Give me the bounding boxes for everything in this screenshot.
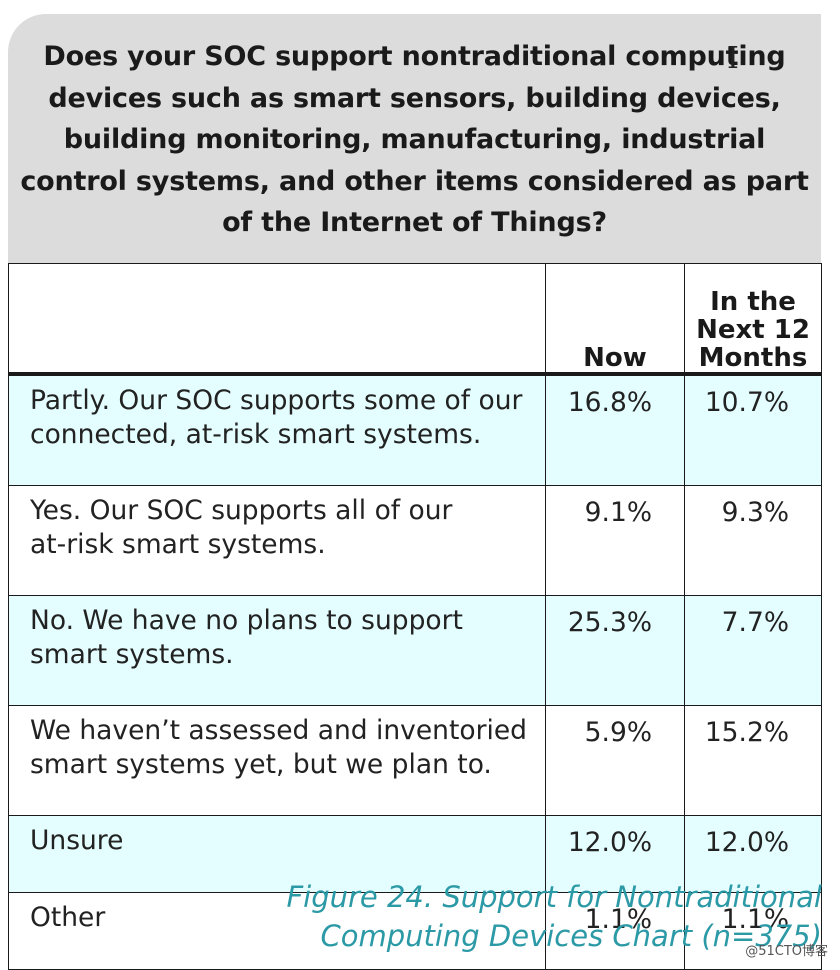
row-label: No. We have no plans to support smart sy…: [8, 595, 546, 706]
header-empty-cell: [8, 263, 546, 375]
row-label: Yes. Our SOC supports all of our at-risk…: [8, 485, 546, 596]
table-row: Partly. Our SOC supports some of our con…: [8, 372, 822, 486]
row-label: Partly. Our SOC supports some of our con…: [8, 372, 546, 486]
table-row: No. We have no plans to support smart sy…: [8, 595, 822, 706]
row-value-next: 15.2%: [684, 705, 822, 816]
header-now: Now: [545, 263, 685, 375]
row-value-now: 25.3%: [545, 595, 685, 706]
table-row: Unsure 12.0% 12.0%: [8, 815, 822, 893]
question-header: Does your SOC support nontraditional com…: [8, 14, 821, 263]
text-cursor-icon: I: [727, 41, 739, 76]
question-title: Does your SOC support nontraditional com…: [20, 41, 809, 238]
row-label: Unsure: [8, 815, 546, 893]
header-next-12-months: In the Next 12 Months: [684, 263, 822, 375]
row-label: Other: [8, 892, 546, 970]
table-row: Yes. Our SOC supports all of our at-risk…: [8, 485, 822, 596]
watermark: @51CTO博客: [745, 944, 828, 959]
row-value-next: 10.7%: [684, 372, 822, 486]
row-value-now: 9.1%: [545, 485, 685, 596]
row-label: We haven’t assessed and inventoried smar…: [8, 705, 546, 816]
table-header-row: Now In the Next 12 Months: [8, 263, 822, 375]
row-value-next: 7.7%: [684, 595, 822, 706]
table-row: We haven’t assessed and inventoried smar…: [8, 705, 822, 816]
survey-table: Now In the Next 12 Months Partly. Our SO…: [8, 263, 822, 970]
figure-caption: Figure 24. Support for Nontraditional Co…: [286, 880, 822, 953]
table-row: Other 1.1% 1.1%: [8, 892, 822, 970]
row-value-next: 9.3%: [684, 485, 822, 596]
row-value-now: 16.8%: [545, 372, 685, 486]
row-value-next: 1.1%: [684, 892, 822, 970]
row-value-now: 5.9%: [545, 705, 685, 816]
